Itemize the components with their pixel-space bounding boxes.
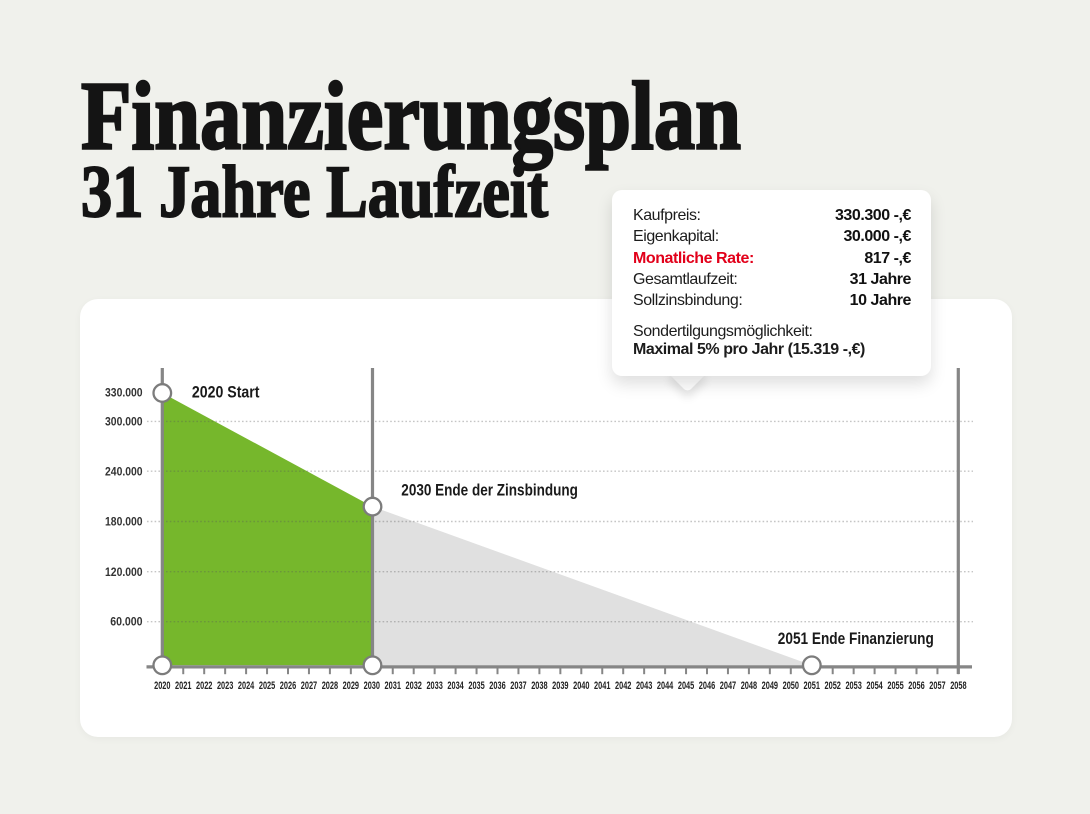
svg-text:2020 Start: 2020 Start xyxy=(192,384,260,402)
svg-text:2038: 2038 xyxy=(531,680,547,692)
svg-text:2022: 2022 xyxy=(196,680,212,692)
svg-text:2048: 2048 xyxy=(741,680,757,692)
svg-text:2032: 2032 xyxy=(406,680,422,692)
svg-text:2045: 2045 xyxy=(678,680,694,692)
svg-text:2051: 2051 xyxy=(804,680,820,692)
svg-text:2026: 2026 xyxy=(280,680,296,692)
svg-text:2040: 2040 xyxy=(573,680,589,692)
svg-text:2051 Ende Finanzierung: 2051 Ende Finanzierung xyxy=(778,630,934,648)
svg-text:2025: 2025 xyxy=(259,680,275,692)
svg-text:2044: 2044 xyxy=(657,680,674,692)
svg-text:2033: 2033 xyxy=(426,680,442,692)
svg-text:2043: 2043 xyxy=(636,680,652,692)
svg-text:2049: 2049 xyxy=(762,680,778,692)
svg-text:2055: 2055 xyxy=(887,680,903,692)
svg-text:2041: 2041 xyxy=(594,680,610,692)
svg-text:180.000: 180.000 xyxy=(105,517,143,529)
svg-text:2053: 2053 xyxy=(845,680,861,692)
svg-text:120.000: 120.000 xyxy=(105,567,143,579)
svg-text:2031: 2031 xyxy=(385,680,401,692)
svg-text:300.000: 300.000 xyxy=(105,417,143,429)
svg-text:240.000: 240.000 xyxy=(105,466,143,478)
svg-text:2024: 2024 xyxy=(238,680,255,692)
svg-text:2042: 2042 xyxy=(615,680,631,692)
svg-text:330.000: 330.000 xyxy=(105,388,143,400)
svg-text:2030: 2030 xyxy=(364,680,380,692)
svg-text:2047: 2047 xyxy=(720,680,736,692)
svg-text:Finanzierungsplan: Finanzierungsplan xyxy=(81,63,741,171)
svg-text:2035: 2035 xyxy=(468,680,484,692)
svg-text:2054: 2054 xyxy=(866,680,883,692)
svg-text:2046: 2046 xyxy=(699,680,715,692)
svg-text:2027: 2027 xyxy=(301,680,317,692)
svg-text:2037: 2037 xyxy=(510,680,526,692)
svg-text:2050: 2050 xyxy=(783,680,799,692)
svg-text:2030 Ende der Zinsbindung: 2030 Ende der Zinsbindung xyxy=(401,482,578,500)
svg-text:2052: 2052 xyxy=(825,680,841,692)
svg-text:2058: 2058 xyxy=(950,680,966,692)
svg-text:2028: 2028 xyxy=(322,680,338,692)
svg-text:2039: 2039 xyxy=(552,680,568,692)
svg-text:2021: 2021 xyxy=(175,680,191,692)
svg-text:2056: 2056 xyxy=(908,680,924,692)
svg-text:2036: 2036 xyxy=(489,680,505,692)
svg-text:31 Jahre Laufzeit: 31 Jahre Laufzeit xyxy=(81,151,548,233)
svg-text:2057: 2057 xyxy=(929,680,945,692)
svg-text:2023: 2023 xyxy=(217,680,233,692)
svg-text:2020: 2020 xyxy=(154,680,170,692)
svg-text:2029: 2029 xyxy=(343,680,359,692)
svg-text:2034: 2034 xyxy=(447,680,464,692)
svg-text:60.000: 60.000 xyxy=(110,617,142,629)
